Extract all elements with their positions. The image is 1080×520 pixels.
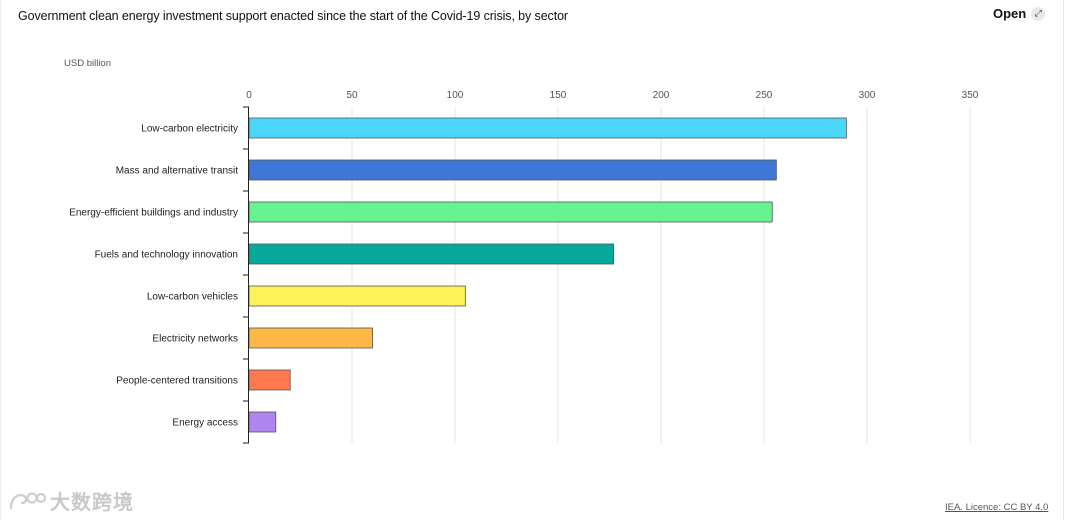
- y-category-label: Energy-efficient buildings and industry: [69, 208, 238, 219]
- bar[interactable]: [248, 285, 466, 307]
- x-tick-label: 200: [653, 90, 670, 101]
- unit-label: USD billion: [64, 58, 111, 69]
- brand-logo-icon: [9, 491, 46, 509]
- y-category-label: Low-carbon electricity: [141, 124, 238, 135]
- x-tick-label: 150: [550, 90, 567, 101]
- y-category-label: Mass and alternative transit: [116, 166, 239, 177]
- y-category-label: Fuels and technology innovation: [95, 250, 238, 261]
- bar[interactable]: [248, 243, 615, 265]
- chart-title: Government clean energy investment suppo…: [18, 9, 568, 23]
- watermark-text: 大数跨境: [50, 492, 134, 514]
- open-button-label: Open: [993, 6, 1027, 21]
- y-category-label: Low-carbon vehicles: [147, 292, 238, 303]
- x-tick-label: 250: [756, 90, 773, 101]
- y-category-label: Electricity networks: [152, 334, 238, 345]
- y-category-label: People-centered transitions: [116, 376, 238, 387]
- bar[interactable]: [248, 369, 291, 391]
- bar[interactable]: [248, 411, 277, 433]
- bar[interactable]: [248, 327, 373, 349]
- x-tick-label: 0: [246, 90, 252, 101]
- x-tick-label: 50: [346, 90, 358, 101]
- bar[interactable]: [248, 159, 777, 181]
- bar[interactable]: [248, 201, 773, 223]
- watermark: 大数跨境: [8, 486, 134, 515]
- x-tick-label: 350: [962, 90, 979, 101]
- x-tick-label: 300: [859, 90, 876, 101]
- open-button[interactable]: Open ⤢: [993, 6, 1046, 21]
- bar[interactable]: [248, 117, 847, 139]
- x-tick-label: 100: [447, 90, 464, 101]
- licence-link[interactable]: IEA. Licence: CC BY 4.0: [945, 502, 1049, 513]
- expand-arrows-icon: ⤢: [1031, 6, 1046, 21]
- bar-chart: 0 50 100 150 200 250 300 350 Low-carbon electric…: [69, 90, 979, 444]
- y-category-label: Energy access: [172, 418, 238, 429]
